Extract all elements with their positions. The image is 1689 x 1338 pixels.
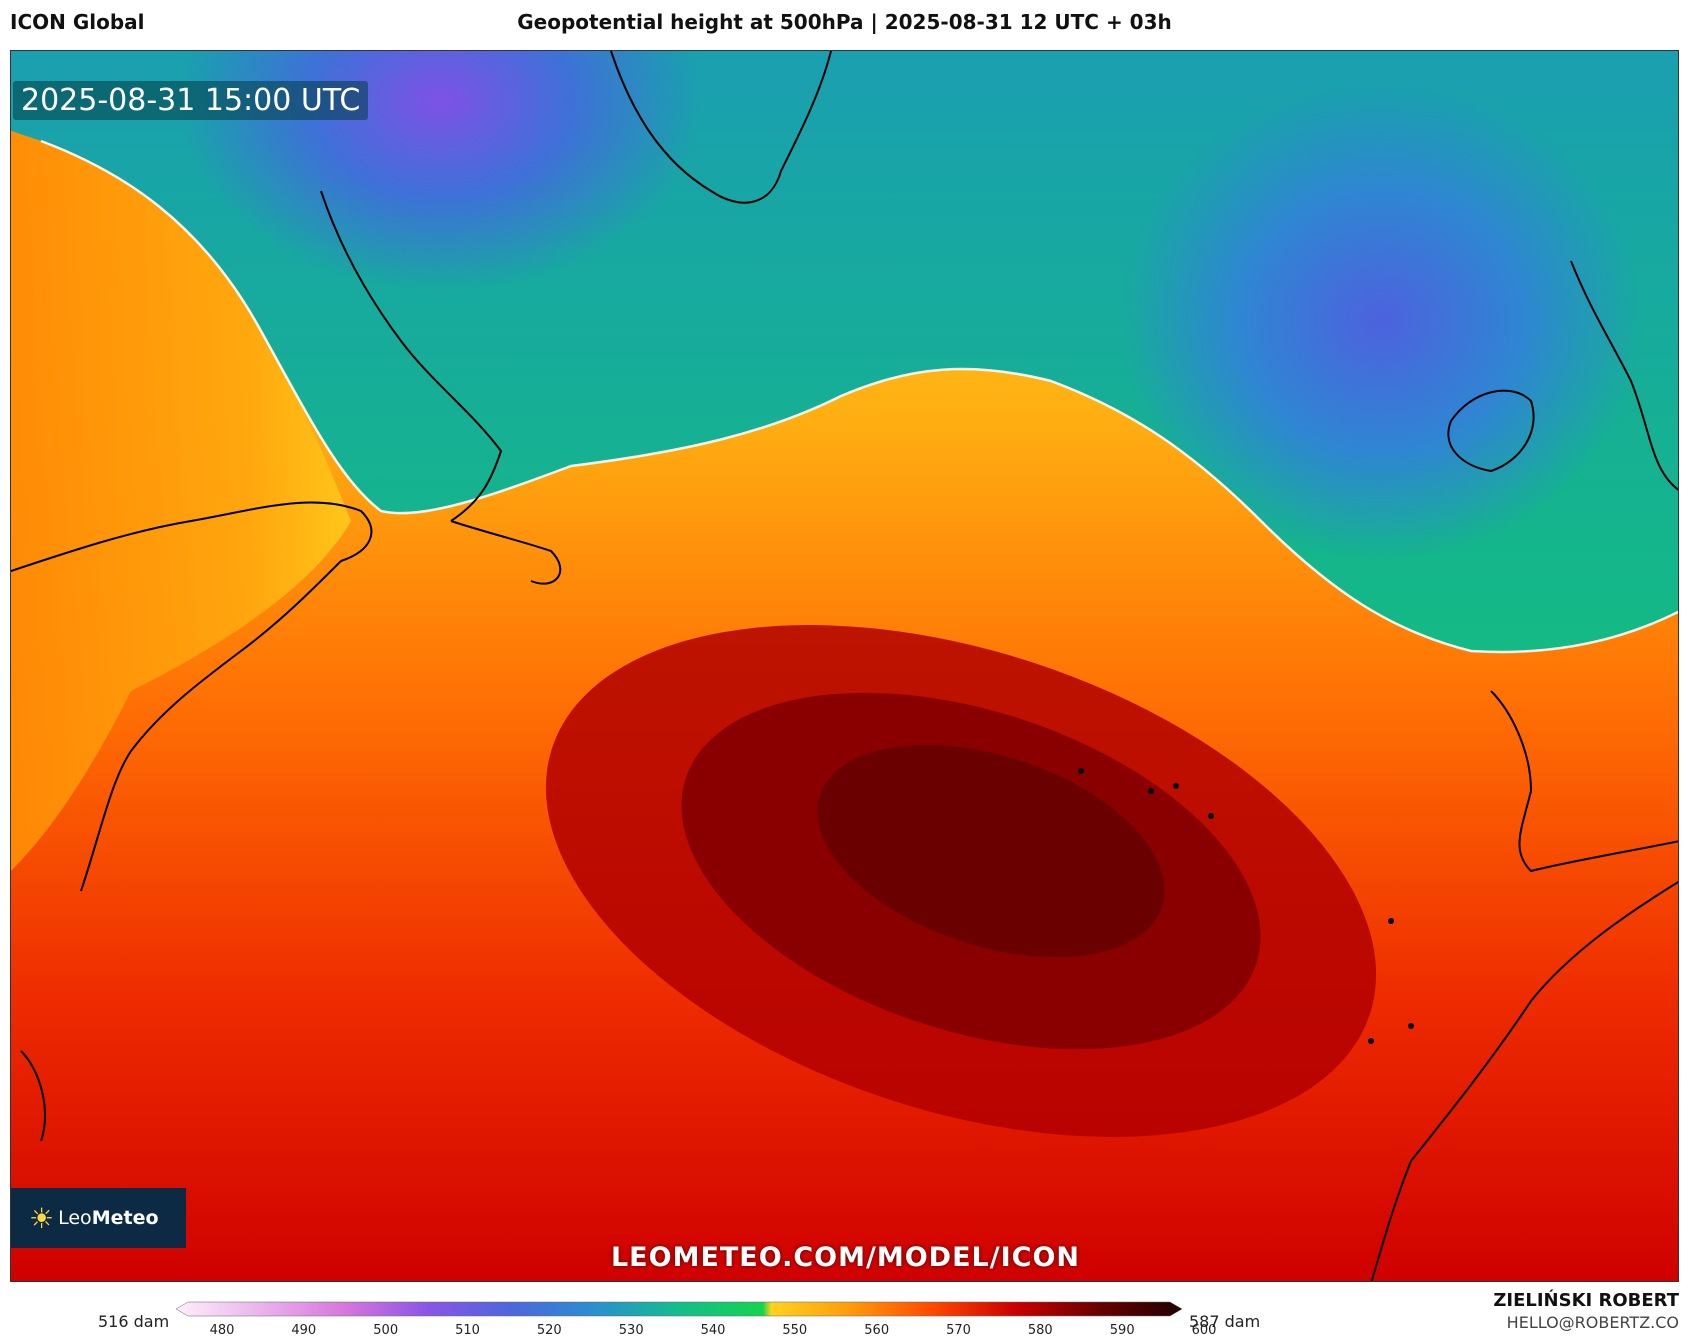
author-email[interactable]: HELLO@ROBERTZ.CO	[1506, 1313, 1679, 1332]
model-title: ICON Global	[10, 10, 145, 34]
legend-tick-520: 520	[537, 1323, 562, 1338]
source-watermark: LEOMETEO.COM/MODEL/ICON	[610, 1242, 1081, 1273]
legend-max-label: 587 dam	[1189, 1312, 1261, 1331]
leometeo-logo[interactable]: ☀ LeoMeteo	[11, 1188, 186, 1248]
legend-min-label: 516 dam	[98, 1312, 170, 1331]
chart-title: Geopotential height at 500hPa | 2025-08-…	[517, 10, 1172, 34]
legend-tick-510: 510	[455, 1323, 480, 1338]
weather-map[interactable]: 2025-08-31 15:00 UTC ☀ LeoMeteo LEOMETEO…	[10, 50, 1679, 1282]
islands	[1078, 768, 1414, 1044]
valid-time-badge: 2025-08-31 15:00 UTC	[13, 81, 369, 120]
legend-tick-490: 490	[291, 1323, 316, 1338]
legend-tick-580: 580	[1028, 1323, 1053, 1338]
author-name: ZIELIŃSKI ROBERT	[1493, 1290, 1679, 1311]
legend-tick-530: 530	[619, 1323, 644, 1338]
legend-bar: 480 490 500 510 520 530 540 550 560 570 580 590 600	[175, 1301, 1217, 1338]
legend-tick-500: 500	[373, 1323, 398, 1338]
coastlines	[11, 51, 1678, 1281]
legend-tick-540: 540	[701, 1323, 726, 1338]
sun-icon: ☀	[29, 1201, 55, 1235]
legend-tick-600: 600	[1192, 1323, 1217, 1338]
legend-tick-480: 480	[210, 1323, 235, 1338]
geopotential-field	[11, 51, 1678, 1281]
legend-tick-560: 560	[864, 1323, 889, 1338]
legend-tick-590: 590	[1110, 1323, 1135, 1338]
legend-tick-550: 550	[782, 1323, 807, 1338]
color-legend: 516 dam 480 490 500 510 520 530 540 550 560 570 58…	[0, 1290, 1689, 1338]
author-credit: ZIELIŃSKI ROBERT HELLO@ROBERTZ.CO	[1493, 1290, 1679, 1332]
legend-tick-570: 570	[946, 1323, 971, 1338]
